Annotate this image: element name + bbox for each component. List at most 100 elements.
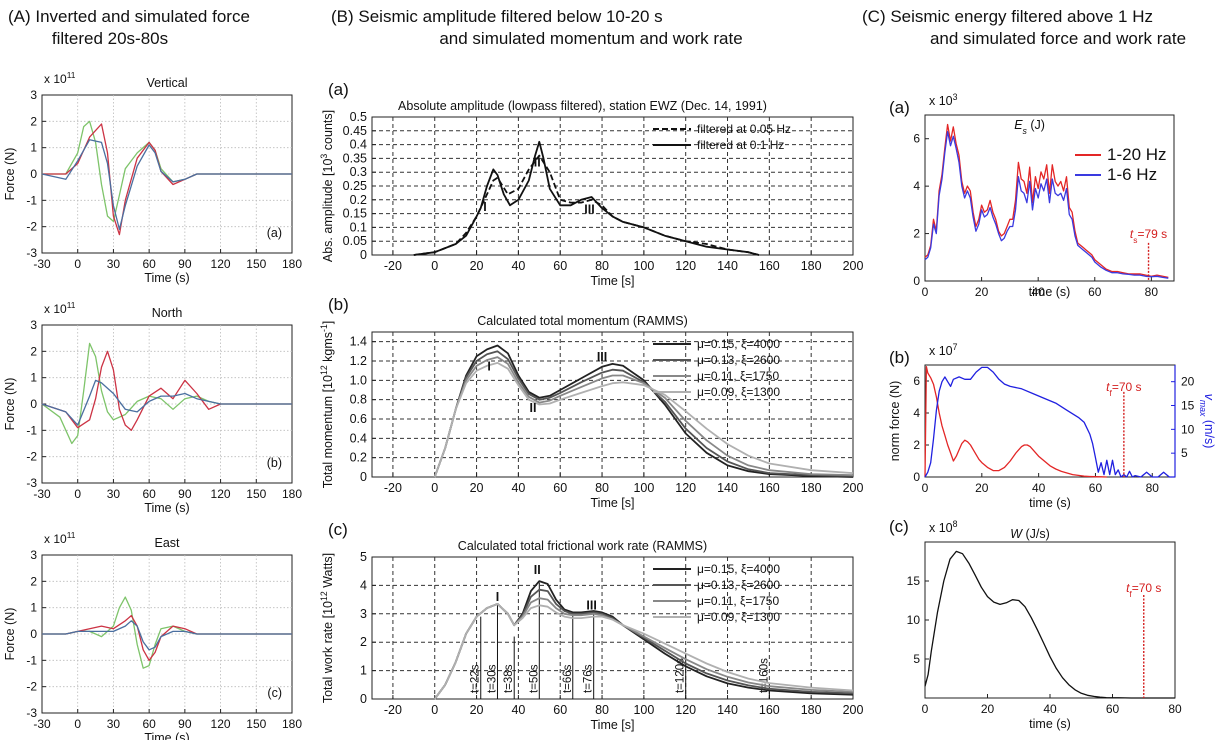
header-B-line2: and simulated momentum and work rate <box>439 29 742 48</box>
x-tick-label: 160 <box>759 481 780 495</box>
y-tick-label: 0.6 <box>350 412 367 426</box>
x-tick-label: 180 <box>801 259 822 273</box>
x-tick-label: 180 <box>282 487 302 501</box>
y-tick-label: 0.1 <box>350 220 367 234</box>
chart-title: North <box>152 306 183 320</box>
y-tick-label: 4 <box>913 179 920 193</box>
time-marker-label: t=120s <box>675 658 687 693</box>
y-axis-label-part: ] <box>321 321 335 324</box>
marker-label-part: t <box>1106 380 1110 394</box>
x-tick-label: 200 <box>843 703 864 717</box>
chart-title: Calculated total momentum (RAMMS) <box>477 314 687 328</box>
peak-annotation: III <box>597 350 607 364</box>
chart-a-b: -30 0 30 60 90 120 150 180 -3 -2 -1 0 1 2 3 North x 1011… <box>3 300 302 515</box>
y-right-axis-label-part: (m/s) <box>1202 416 1215 448</box>
panel-label: (a) <box>889 98 910 117</box>
x-tick-label: 120 <box>211 717 231 731</box>
chart-b-c: -20 0 20 40 60 80 100 120 140 160 180 200012345t=22… <box>319 520 863 732</box>
x-tick-label: 20 <box>975 285 989 299</box>
chart-title-part: (J) <box>1027 118 1045 132</box>
x-tick-label: 120 <box>211 257 231 271</box>
y-tick-label: 1.0 <box>350 373 367 387</box>
x-tick-label: 60 <box>1089 481 1103 495</box>
legend-label: μ=0.15, ξ=4000 <box>697 562 780 576</box>
peak-annotation: III <box>584 203 594 217</box>
y-axis-label-part: -1 <box>319 324 329 332</box>
x-tick-label: 60 <box>553 703 567 717</box>
legend-label: 1-20 Hz <box>1107 145 1167 164</box>
series-line <box>42 620 292 651</box>
x-axis-label: time (s) <box>1029 717 1071 731</box>
plot-frame <box>924 364 1176 478</box>
x-tick-label: 20 <box>975 481 989 495</box>
x-tick-label: 40 <box>1032 285 1046 299</box>
x-tick-label: 140 <box>717 481 738 495</box>
marker-label-part: =70 s <box>1132 581 1162 595</box>
x-tick-label: 120 <box>675 703 696 717</box>
y-tick-label: -1 <box>26 653 37 667</box>
series-line <box>433 344 854 478</box>
plot-frame <box>924 541 1176 699</box>
y-axis-label: Abs. amplitude [103 counts] <box>319 110 335 262</box>
marker-label-part: =70 s <box>1112 380 1142 394</box>
series-line <box>433 362 854 478</box>
panel-label: (b) <box>328 295 349 314</box>
x-tick-label: 180 <box>282 717 302 731</box>
header-A-line1: (A) Inverted and simulated force <box>8 7 250 26</box>
time-marker-label: t=38s <box>503 664 515 693</box>
header-C-line1: (C) Seismic energy filtered above 1 Hz <box>862 7 1153 26</box>
panel-label: (a) <box>267 226 282 240</box>
y-tick-label: -2 <box>26 220 37 234</box>
peak-annotation: I <box>487 360 490 374</box>
x-tick-label: 20 <box>470 481 484 495</box>
x-tick-label: 80 <box>595 259 609 273</box>
x-tick-label: 90 <box>178 487 192 501</box>
plot-frame <box>371 556 854 700</box>
column-headers: (A) Inverted and simulated force filtere… <box>8 7 1186 48</box>
x-tick-label: 120 <box>675 259 696 273</box>
x-tick-label: 160 <box>759 259 780 273</box>
y-tick-label: -1 <box>26 423 37 437</box>
x-tick-label: 0 <box>431 703 438 717</box>
chart-title-part: (J/s) <box>1022 527 1050 541</box>
x-tick-label: 0 <box>922 285 929 299</box>
marker-label-part: t <box>1126 581 1130 595</box>
marker-label-part: t <box>1130 227 1134 241</box>
x-axis-label: Time [s] <box>591 718 635 732</box>
chart-title: Absolute amplitude (lowpass filtered), s… <box>398 99 767 113</box>
chart-title: Calculated total frictional work rate (R… <box>458 539 707 553</box>
y-tick-label: 4 <box>913 406 920 420</box>
chart-b-a: -20 0 20 40 60 80 100 120 140 160 180 20000.050.10.… <box>319 80 863 288</box>
x-tick-label: 60 <box>553 259 567 273</box>
x-tick-label: 80 <box>595 703 609 717</box>
axis-exponent-part: 8 <box>953 519 958 529</box>
y-tick-label: 0.45 <box>343 124 367 138</box>
x-tick-label: 60 <box>142 717 156 731</box>
x-tick-label: 0 <box>922 481 929 495</box>
chart-c-c: 0 20 40 60 80 5 10 15 tf=70 s (c) x 108 W (J/s) time… <box>889 517 1182 731</box>
marker-label-part: f <box>1110 388 1113 398</box>
y-axis-label-part: Abs. amplitude [10 <box>321 159 335 263</box>
x-tick-label: 150 <box>246 487 266 501</box>
x-tick-label: 120 <box>675 481 696 495</box>
series-line <box>924 365 1107 478</box>
x-tick-label: 40 <box>511 259 525 273</box>
marker-label-part: s <box>1133 235 1137 245</box>
y-tick-label: 3 <box>30 88 37 102</box>
y-tick-label: 0.3 <box>350 165 367 179</box>
y-axis-label-part: kgms <box>321 332 335 365</box>
y-tick-label: 0.25 <box>343 179 367 193</box>
legend-label: μ=0.11, ξ=1750 <box>697 369 779 383</box>
x-tick-label: 100 <box>633 259 654 273</box>
series-line <box>41 139 292 230</box>
y-tick-label: 6 <box>913 374 920 388</box>
x-tick-label: -20 <box>384 481 402 495</box>
series-line <box>41 350 292 431</box>
x-tick-label: 150 <box>246 257 266 271</box>
y-tick-label: -2 <box>26 450 37 464</box>
y-tick-label: 0.35 <box>343 151 367 165</box>
y-right-tick-label: 10 <box>1181 422 1195 436</box>
marker-label-part: =79 s <box>1137 227 1167 241</box>
x-tick-label: 100 <box>633 703 654 717</box>
